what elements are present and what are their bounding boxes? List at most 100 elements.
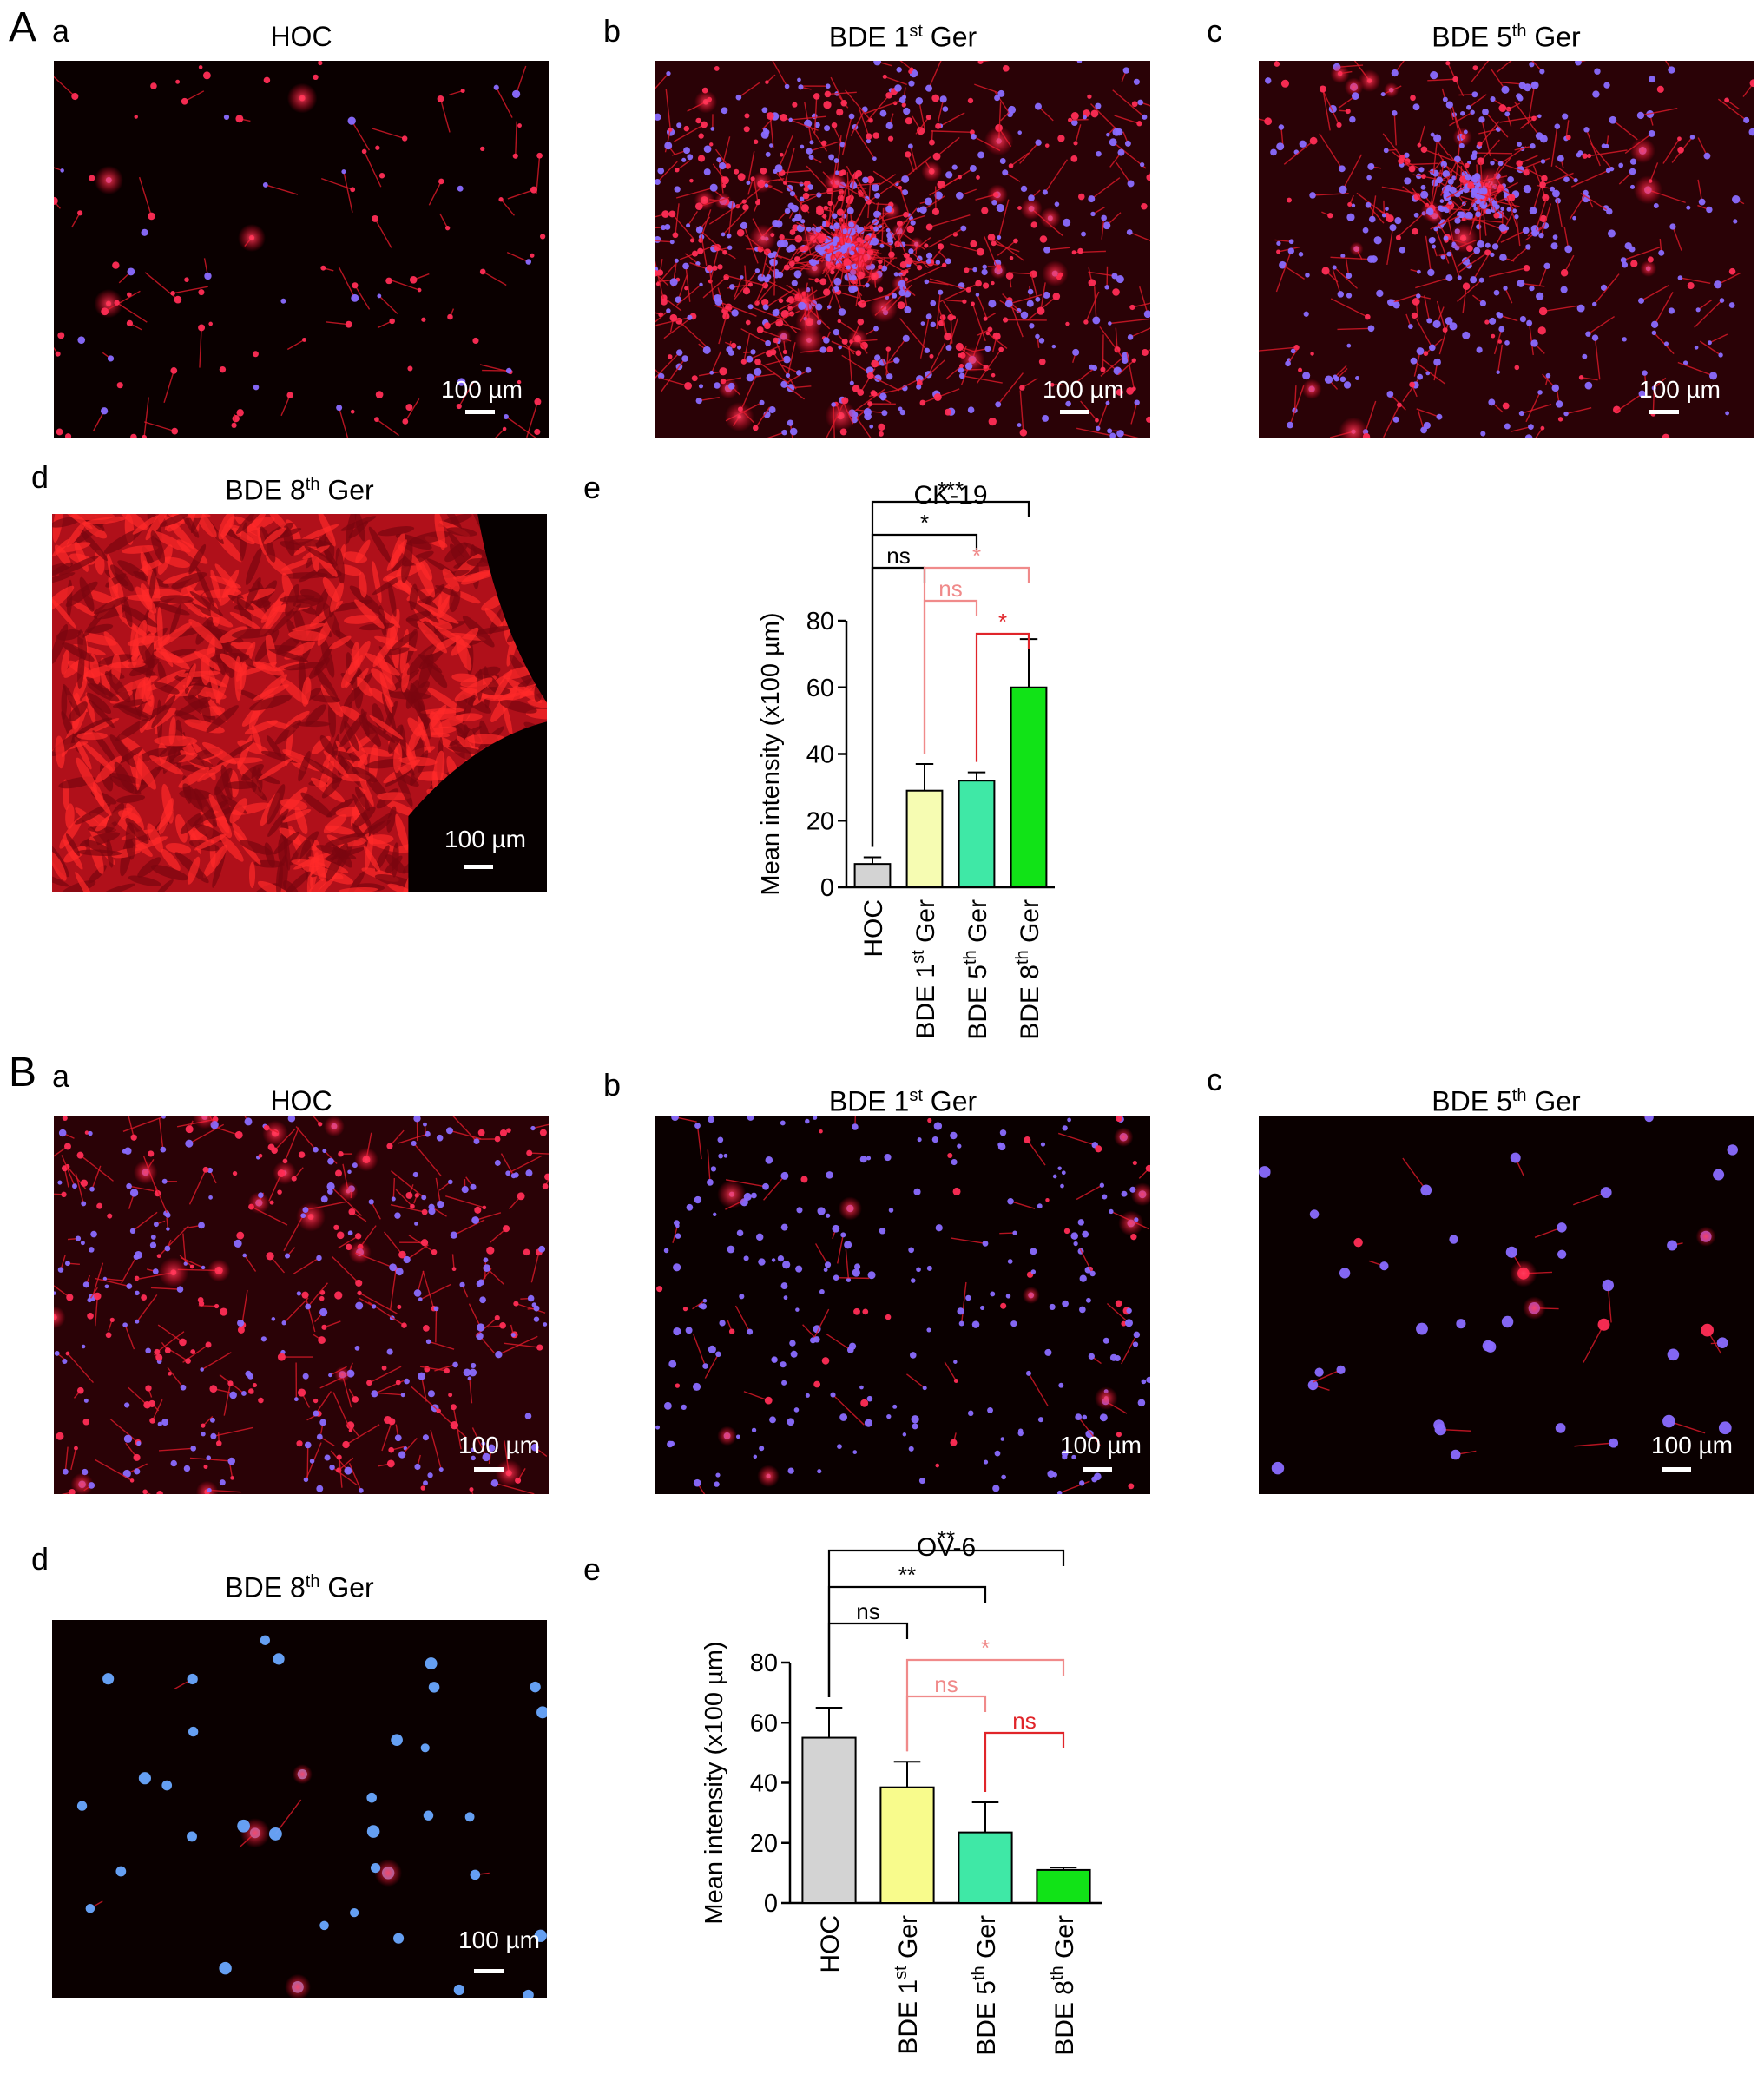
x-tick-label: HOC (816, 1915, 845, 1973)
scale-label: 100 µm (1060, 1432, 1142, 1459)
scale-bar (474, 1467, 504, 1472)
micrograph-texture (1259, 61, 1754, 438)
scale-bar (474, 1969, 504, 1973)
section-label-a: A (9, 4, 37, 50)
significance-label: * (998, 609, 1007, 635)
micrograph-texture (1259, 1116, 1738, 1475)
significance-label: ** (898, 1562, 916, 1588)
scale-label: 100 µm (458, 1432, 540, 1459)
scale-bar (464, 865, 493, 869)
scale-bar (1649, 410, 1679, 414)
micrograph-texture (655, 1116, 1150, 1494)
scale-label: 100 µm (441, 376, 523, 403)
micrograph-bde1-ck19: 100 µm (655, 61, 1150, 438)
bar (801, 1736, 857, 1904)
panel-letter-ba: a (52, 1058, 70, 1094)
bar (1036, 1868, 1091, 1905)
bar (853, 863, 892, 889)
panel-title-ab: BDE 1st Ger (828, 21, 977, 53)
significance-bracket (923, 599, 978, 754)
scale-bar (1083, 1467, 1112, 1472)
y-axis-label: Mean intensity (x100 µm) (701, 1641, 728, 1924)
y-tick-label: 80 (750, 1650, 778, 1677)
significance-bracket (905, 1695, 987, 1752)
panel-letter-bd: d (31, 1541, 49, 1577)
x-tick-label: BDE 1st Ger (892, 1915, 923, 2055)
micrograph-texture (52, 514, 547, 892)
micrograph-hoc-ov6: 100 µm (54, 1116, 549, 1494)
bar (905, 789, 944, 888)
panel-letter-be: e (583, 1551, 602, 1587)
bar (879, 1786, 935, 1904)
scale-label: 100 µm (1651, 1432, 1733, 1459)
significance-bracket (975, 632, 1030, 762)
micrograph-bde8-ck19: 100 µm (52, 514, 547, 892)
panel-letter-bc: c (1207, 1062, 1222, 1097)
significance-label: * (972, 543, 981, 569)
panel-title-ad: BDE 8th Ger (225, 474, 374, 506)
panel-letter-ac: c (1207, 13, 1222, 49)
micrograph-bde1-ov6: 100 µm (655, 1116, 1150, 1494)
scale-bar (465, 410, 495, 414)
panel-title-bb: BDE 1st Ger (828, 1085, 977, 1117)
y-axis-label: Mean intensity (x100 µm) (757, 612, 785, 895)
panel-letter-ab: b (603, 13, 622, 49)
scale-label: 100 µm (1639, 376, 1721, 403)
bar (958, 1831, 1013, 1905)
micrograph-bde5-ov6: 100 µm (1259, 1116, 1754, 1494)
x-tick-label: BDE 1st Ger (909, 899, 940, 1039)
x-tick-label: BDE 8th Ger (1013, 899, 1044, 1040)
chart-title: CK-19 (913, 481, 987, 510)
bar (1010, 686, 1048, 888)
significance-bracket (984, 1731, 1065, 1793)
panel-letter-ad: d (31, 459, 49, 495)
panel-title-ac: BDE 5th Ger (1432, 21, 1581, 53)
scale-label: 100 µm (1043, 376, 1124, 403)
y-tick-label: 0 (764, 1890, 778, 1918)
micrograph-bde5-ck19: 100 µm (1259, 61, 1754, 438)
significance-label: ns (938, 576, 962, 602)
scale-bar (1662, 1467, 1691, 1472)
micrograph-texture (54, 1116, 549, 1494)
y-tick-label: 80 (806, 608, 834, 635)
scale-label: 100 µm (458, 1926, 540, 1953)
panel-letter-aa: a (52, 13, 70, 49)
x-tick-label: HOC (859, 899, 888, 958)
panel-letter-bb: b (603, 1067, 622, 1103)
x-tick-label: BDE 5th Ger (970, 1915, 1001, 2056)
significance-label: ns (934, 1671, 958, 1697)
panel-letter-ae: e (583, 470, 602, 505)
significance-label: * (981, 1635, 990, 1661)
panel-title-ba: HOC (270, 1085, 332, 1116)
y-tick-label: 60 (806, 675, 834, 702)
panel-title-aa: HOC (270, 21, 332, 52)
y-tick-label: 40 (750, 1770, 778, 1798)
panel-title-bc: BDE 5th Ger (1432, 1085, 1581, 1117)
panel-title-bd: BDE 8th Ger (225, 1571, 374, 1604)
bar (958, 780, 996, 889)
micrograph-texture (54, 61, 546, 438)
significance-label: *** (938, 477, 964, 503)
chart-title: OV-6 (917, 1533, 976, 1562)
significance-bracket (827, 1622, 909, 1697)
x-tick-label: BDE 8th Ger (1048, 1915, 1079, 2056)
significance-label: * (920, 510, 929, 536)
micrograph-texture (655, 61, 1150, 438)
micrograph-texture (76, 1635, 547, 1998)
bar-chart-ck19: CK-19 Mean intensity (x100 µm) 0 20 40 60 80 HO… (677, 473, 1129, 1081)
y-tick-label: 20 (750, 1830, 778, 1858)
y-tick-label: 40 (806, 741, 834, 769)
x-tick-label: BDE 5th Ger (961, 899, 992, 1040)
y-tick-label: 0 (820, 874, 834, 902)
y-tick-label: 20 (806, 807, 834, 835)
scale-bar (1060, 410, 1089, 414)
micrograph-bde8-ov6: 100 µm (52, 1620, 547, 1998)
significance-label: ns (1012, 1708, 1036, 1734)
significance-label: ns (886, 543, 910, 569)
bar-chart-ov6: OV-6 Mean intensity (x100 µm) 0 20 40 60 80 HOC… (677, 1525, 1129, 2077)
significance-label: ns (856, 1598, 879, 1624)
section-label-b: B (9, 1050, 37, 1096)
scale-label: 100 µm (444, 826, 526, 853)
micrograph-hoc-ck19: 100 µm (54, 61, 549, 438)
significance-label: ** (938, 1530, 955, 1551)
